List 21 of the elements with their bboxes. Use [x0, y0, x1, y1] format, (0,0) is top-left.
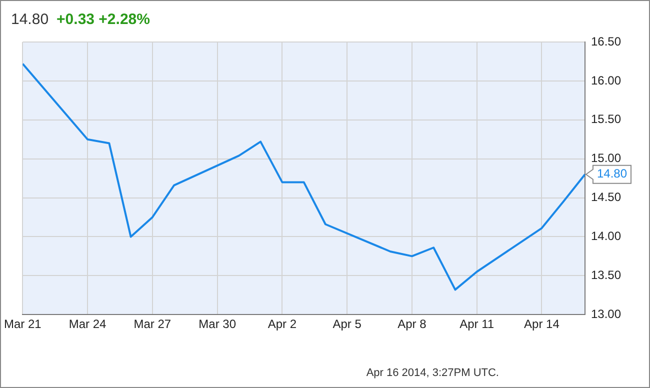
y-tick-label: 13.00 — [590, 306, 622, 321]
x-tick-label: Apr 11 — [460, 317, 494, 332]
x-tick-label: Mar 21 — [4, 317, 42, 332]
chart-title: 14.80 — [11, 11, 49, 28]
text: Apr 16 2014, 3:27PM UTC. — [366, 367, 499, 379]
y-tick-label: 14.50 — [590, 190, 622, 204]
x-tick-label: Apr 5 — [332, 317, 362, 332]
y-tick-label: 14.00 — [590, 229, 622, 244]
y-tick-label: 15.00 — [590, 151, 622, 166]
y-tick-label: 15.50 — [590, 112, 622, 126]
y-tick-label: 13.50 — [590, 268, 622, 282]
y-tick-label: 16.00 — [590, 73, 622, 88]
x-tick-label: Mar 24 — [68, 317, 107, 332]
x-tick-label: Mar 27 — [134, 317, 172, 332]
chart-subtitle: +0.33 +2.28% — [56, 11, 150, 28]
y-tick-label: 16.50 — [590, 34, 622, 48]
x-tick-label: Apr 14 — [524, 317, 560, 332]
data-label: 14.80 — [596, 166, 628, 181]
x-tick-label: Mar 30 — [198, 317, 236, 332]
x-tick-label: Apr 2 — [268, 317, 297, 332]
x-tick-label: Apr 8 — [398, 317, 427, 332]
